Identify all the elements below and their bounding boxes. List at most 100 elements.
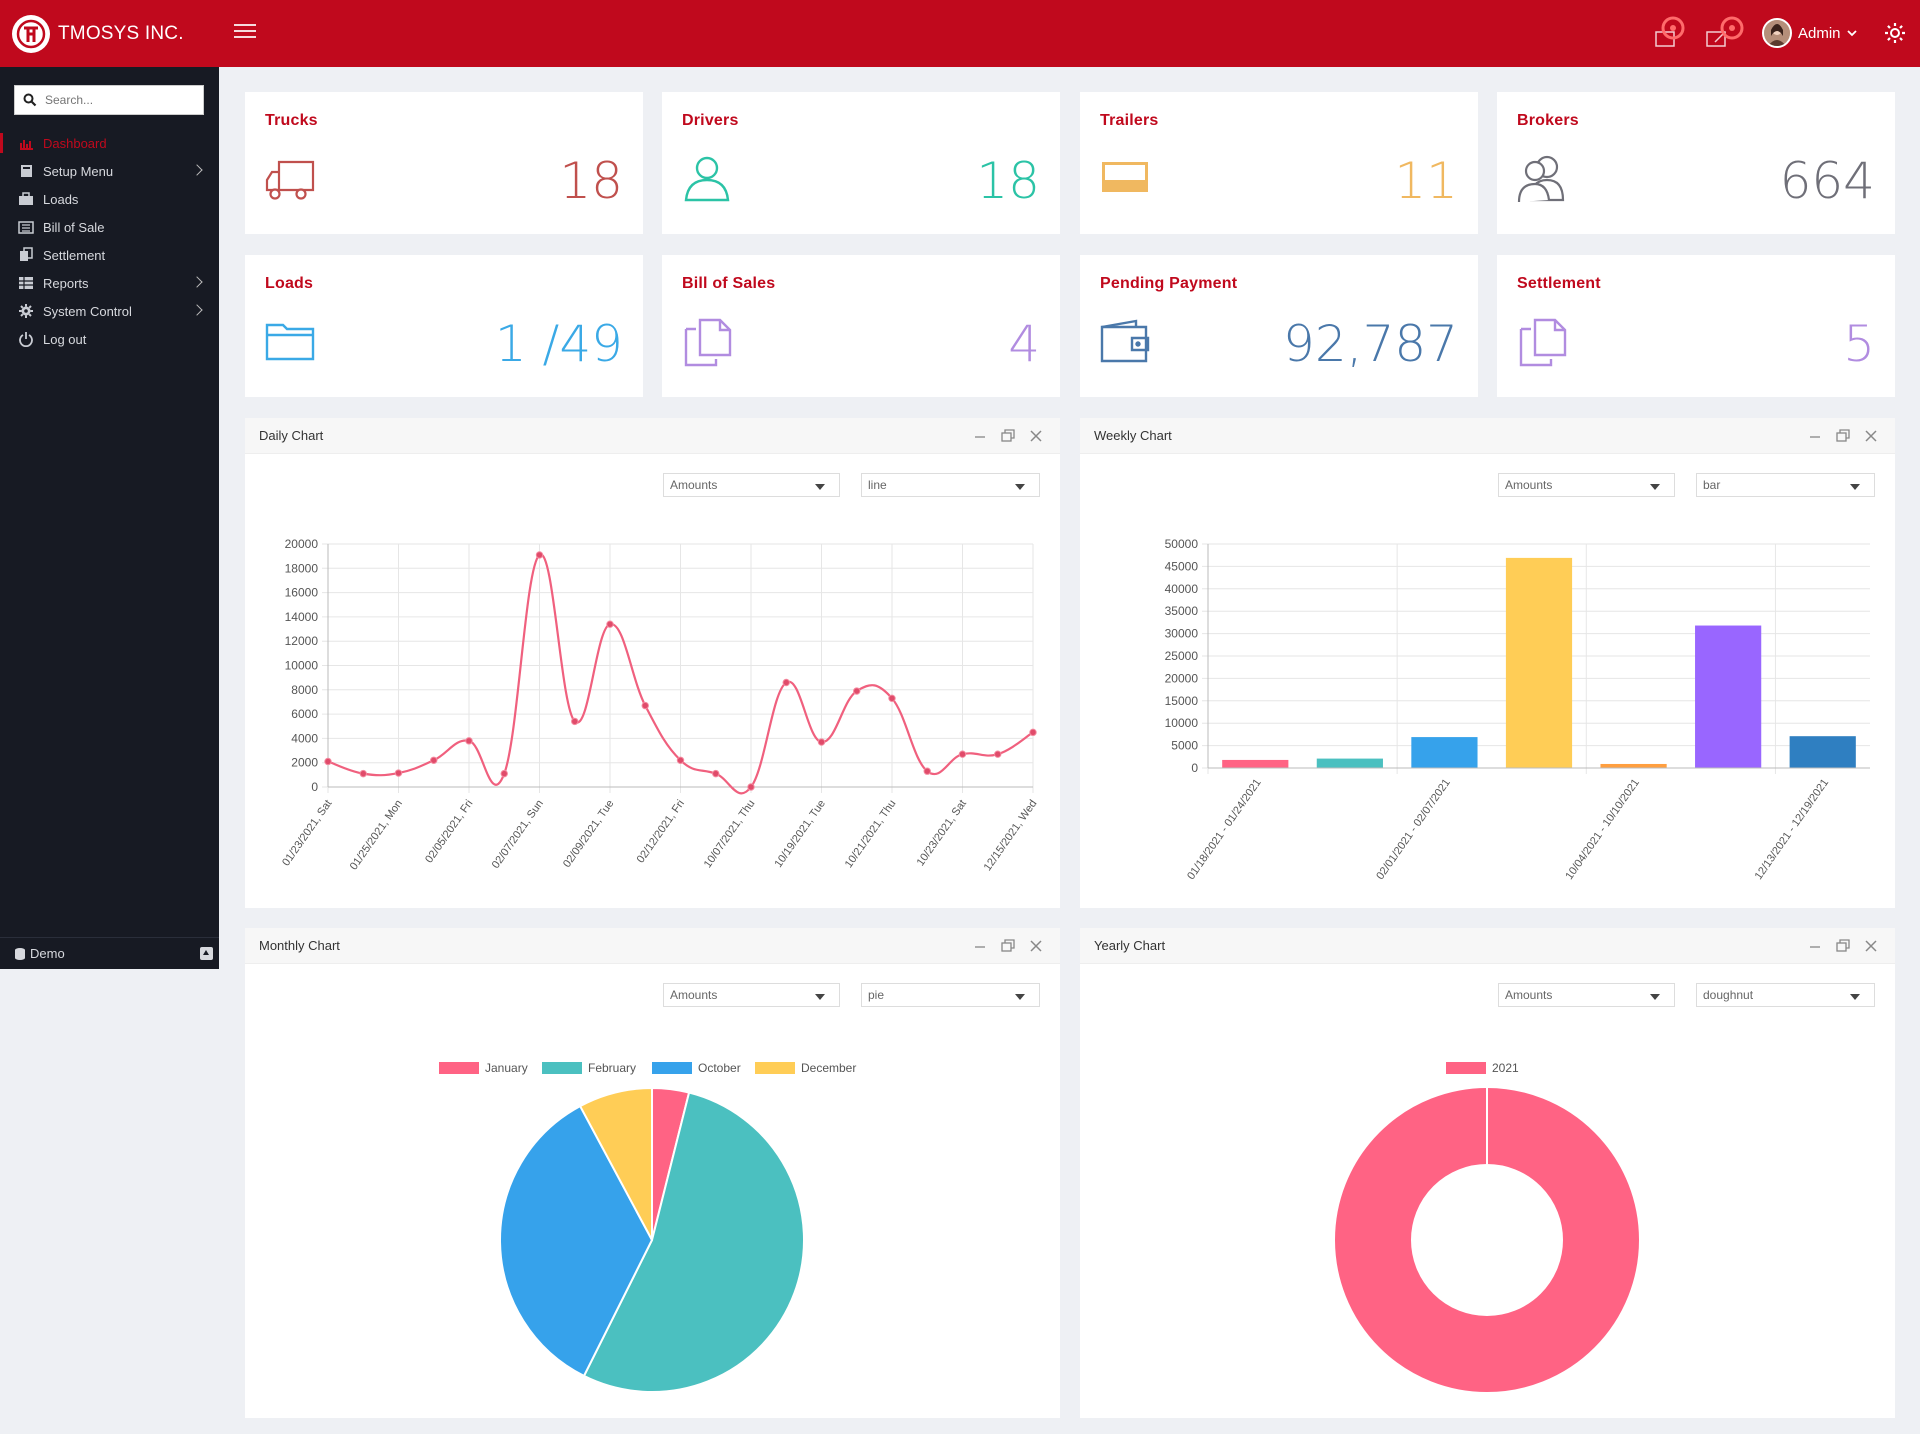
metric-select[interactable]: Amounts: [663, 473, 840, 497]
panel-title: Daily Chart: [259, 428, 324, 443]
card-value: 5: [1843, 315, 1875, 373]
power-icon: [18, 331, 34, 348]
restore-icon[interactable]: [1835, 938, 1851, 954]
pie-slice: [582, 1091, 805, 1393]
minimize-icon[interactable]: [1807, 428, 1823, 444]
data-point: [782, 678, 790, 687]
files-icon: [1517, 317, 1567, 367]
card-title: Brokers: [1517, 112, 1579, 129]
data-point: [923, 767, 931, 775]
restore-icon[interactable]: [1835, 428, 1851, 444]
legend-label: February: [588, 1061, 636, 1075]
sidebar-footer: Demo: [0, 937, 219, 969]
legend-label: October: [698, 1061, 741, 1075]
user-name: Admin: [1798, 24, 1841, 42]
data-point: [817, 738, 826, 746]
restore-icon[interactable]: [1000, 428, 1016, 444]
data-point: [571, 717, 579, 726]
x-tick-label: 01/23/2021, Sat: [280, 798, 334, 869]
close-icon[interactable]: [1863, 938, 1879, 954]
data-point: [712, 769, 720, 778]
sidebar-item-bill-of-sale[interactable]: Bill of Sale: [0, 213, 219, 241]
data-point: [394, 769, 403, 777]
minimize-icon[interactable]: [972, 938, 988, 954]
brand[interactable]: TMOSYS INC.: [0, 0, 219, 67]
brand-logo-icon: [12, 14, 50, 53]
bar: [1222, 759, 1289, 768]
sidebar-item-settlement[interactable]: Settlement: [0, 241, 219, 269]
sidebar-search[interactable]: [14, 85, 204, 115]
sidebar-item-reports[interactable]: Reports: [0, 269, 219, 297]
metric-select[interactable]: Amounts: [1498, 983, 1675, 1007]
close-icon[interactable]: [1028, 428, 1044, 444]
folder-icon: [265, 317, 315, 367]
sidebar-item-dashboard[interactable]: Dashboard: [0, 129, 219, 157]
metric-select[interactable]: Amounts: [1498, 473, 1675, 497]
card-title: Trailers: [1100, 112, 1159, 129]
card-title: Bill of Sales: [682, 275, 776, 292]
upload-notification-icon[interactable]: [1650, 16, 1685, 48]
y-tick-label: 50000: [1165, 537, 1199, 551]
bar: [1789, 736, 1856, 768]
top-bar: TMOSYS INC. Admin: [0, 0, 1920, 67]
menu-toggle-icon[interactable]: [234, 20, 256, 42]
legend-swatch: [652, 1062, 692, 1074]
minimize-icon[interactable]: [972, 428, 988, 444]
sidebar-nav: Dashboard Setup Menu Loads Bill of Sale Sett…: [0, 129, 219, 353]
stat-card-trucks[interactable]: Trucks 18: [245, 92, 643, 234]
close-icon[interactable]: [1863, 428, 1879, 444]
close-icon[interactable]: [1028, 938, 1044, 954]
card-value: 11: [1394, 152, 1458, 210]
y-tick-label: 15000: [1165, 694, 1199, 708]
card-value: 18: [976, 152, 1040, 210]
database-icon: [15, 948, 25, 960]
card-title: Loads: [265, 275, 314, 292]
card-value: 18: [559, 152, 623, 210]
data-point: [747, 783, 755, 791]
y-tick-label: 20000: [285, 537, 319, 551]
chart-type-select[interactable]: line: [861, 473, 1040, 497]
sidebar-item-log-out[interactable]: Log out: [0, 325, 219, 353]
data-point: [994, 750, 1002, 758]
data-point: [359, 769, 367, 778]
card-title: Trucks: [265, 112, 318, 129]
chart-type-select[interactable]: pie: [861, 983, 1040, 1007]
y-tick-label: 10000: [1165, 716, 1199, 730]
chart-type-select[interactable]: bar: [1696, 473, 1875, 497]
data-point: [888, 694, 896, 703]
x-tick-label: 01/18/2021 - 01/24/2021: [1185, 777, 1264, 882]
x-tick-label: 01/25/2021, Mon: [348, 798, 405, 873]
y-tick-label: 12000: [285, 634, 319, 648]
bar: [1316, 758, 1383, 768]
collapse-up-icon[interactable]: [200, 947, 213, 960]
brand-name: TMOSYS INC.: [58, 22, 184, 44]
stat-card-loads[interactable]: Loads 1 /49: [245, 255, 643, 397]
list-alt-icon: [18, 219, 34, 235]
card-title: Pending Payment: [1100, 275, 1238, 292]
stat-card-bill-of-sales[interactable]: Bill of Sales 4: [662, 255, 1060, 397]
minimize-icon[interactable]: [1807, 938, 1823, 954]
x-tick-label: 12/15/2021, Wed: [982, 798, 1040, 873]
user-menu[interactable]: Admin: [1762, 18, 1858, 48]
sidebar-item-system-control[interactable]: System Control: [0, 297, 219, 325]
stat-card-trailers[interactable]: Trailers 11: [1080, 92, 1478, 234]
metric-select[interactable]: Amounts: [663, 983, 840, 1007]
stat-card-brokers[interactable]: Brokers 664: [1497, 92, 1895, 234]
restore-icon[interactable]: [1000, 938, 1016, 954]
stat-card-drivers[interactable]: Drivers 18: [662, 92, 1060, 234]
daily-line-chart: 0 2000 4000 6000 8000 10000 12000 14000 16000 180…: [280, 537, 1040, 873]
sidebar-item-label: System Control: [43, 303, 132, 319]
stat-card-pending-payment[interactable]: Pending Payment 92,787: [1080, 255, 1478, 397]
sidebar-item-loads[interactable]: Loads: [0, 185, 219, 213]
legend-swatch: [755, 1062, 795, 1074]
edit-notification-icon[interactable]: [1705, 16, 1744, 48]
bar: [1505, 557, 1573, 768]
stat-card-settlement[interactable]: Settlement 5: [1497, 255, 1895, 397]
sidebar-item-setup-menu[interactable]: Setup Menu: [0, 157, 219, 185]
gear-icon[interactable]: [1883, 21, 1907, 45]
x-tick-label: 10/19/2021, Tue: [773, 798, 828, 870]
chart-type-select[interactable]: doughnut: [1696, 983, 1875, 1007]
legend-swatch: [439, 1062, 479, 1074]
search-input[interactable]: [43, 92, 193, 108]
legend-label: December: [801, 1061, 856, 1075]
